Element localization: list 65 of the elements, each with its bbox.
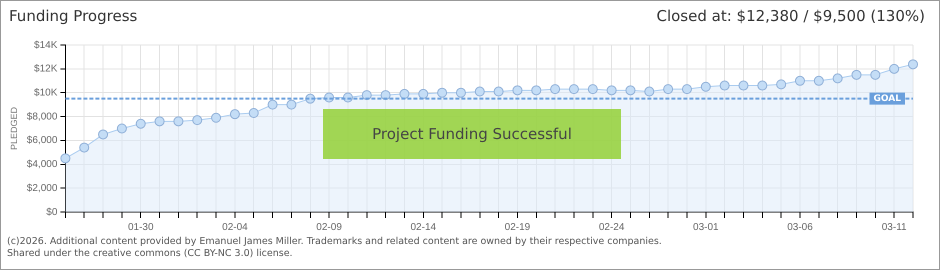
y-tick-label: $0 xyxy=(46,206,58,218)
x-tick-label: 02-19 xyxy=(504,222,531,233)
point xyxy=(192,115,202,126)
y-axis-title: PLEDGED xyxy=(8,106,19,150)
text: Shared under the creative commons (CC BY-NC 3.0) license. xyxy=(7,248,293,259)
point xyxy=(474,86,485,97)
x-tick-label: 02-04 xyxy=(222,222,248,233)
point xyxy=(456,88,466,98)
point xyxy=(682,84,692,94)
x-tick-label: 02-24 xyxy=(598,222,625,233)
point xyxy=(776,79,786,90)
x-tick-label: 02-09 xyxy=(316,222,342,233)
chart-title: Funding Progress xyxy=(9,7,138,25)
point xyxy=(60,153,70,164)
point xyxy=(248,108,259,118)
point xyxy=(211,112,222,123)
point xyxy=(98,129,108,140)
y-tick-label: $6,000 xyxy=(26,135,58,146)
point xyxy=(644,86,654,97)
y-tick-label: $10K xyxy=(34,87,58,98)
point xyxy=(700,82,711,92)
point xyxy=(154,116,165,126)
point xyxy=(794,76,805,86)
point xyxy=(832,73,843,84)
point xyxy=(79,142,90,153)
x-tick-label: 03-11 xyxy=(882,222,908,233)
point xyxy=(136,118,146,129)
point xyxy=(399,88,410,99)
point xyxy=(286,100,296,110)
point xyxy=(851,70,862,80)
point xyxy=(418,88,428,99)
point xyxy=(870,70,880,80)
point xyxy=(814,76,824,86)
y-tick-label: $12K xyxy=(34,64,58,75)
y-tick-label: $14K xyxy=(34,40,58,51)
y-tick-label: $8,000 xyxy=(26,111,58,122)
x-tick-label: 03-01 xyxy=(693,222,720,233)
y-tick-label: $4,000 xyxy=(26,159,58,170)
y-tick-label: $2,000 xyxy=(26,182,58,194)
x-tick-label: 01-30 xyxy=(128,222,154,233)
point xyxy=(588,84,598,94)
point xyxy=(663,84,674,94)
point xyxy=(512,85,522,96)
ref-line-label: GOAL xyxy=(874,94,902,104)
chart-subtitle: Closed at: $12,380 / $9,500 (130%) xyxy=(656,7,925,25)
point xyxy=(568,84,579,94)
notice-box: Project Funding Successful xyxy=(323,109,621,159)
point xyxy=(230,109,240,120)
point xyxy=(494,86,504,97)
point xyxy=(738,80,748,91)
point xyxy=(757,80,768,91)
x-tick-label: 03-06 xyxy=(787,222,814,233)
point xyxy=(720,80,730,91)
text: (c)2026. Additional content provided by Emanuel James Miller. Trademarks and related content are owned by their respective companies. xyxy=(7,236,662,247)
point xyxy=(889,64,900,74)
point xyxy=(606,85,617,96)
point xyxy=(268,100,278,110)
point xyxy=(531,85,542,96)
x-tick-label: 02-14 xyxy=(410,222,436,233)
point xyxy=(625,85,636,96)
point xyxy=(550,84,560,94)
point xyxy=(908,59,918,70)
point xyxy=(437,88,448,98)
point xyxy=(116,124,127,134)
point xyxy=(173,116,184,126)
